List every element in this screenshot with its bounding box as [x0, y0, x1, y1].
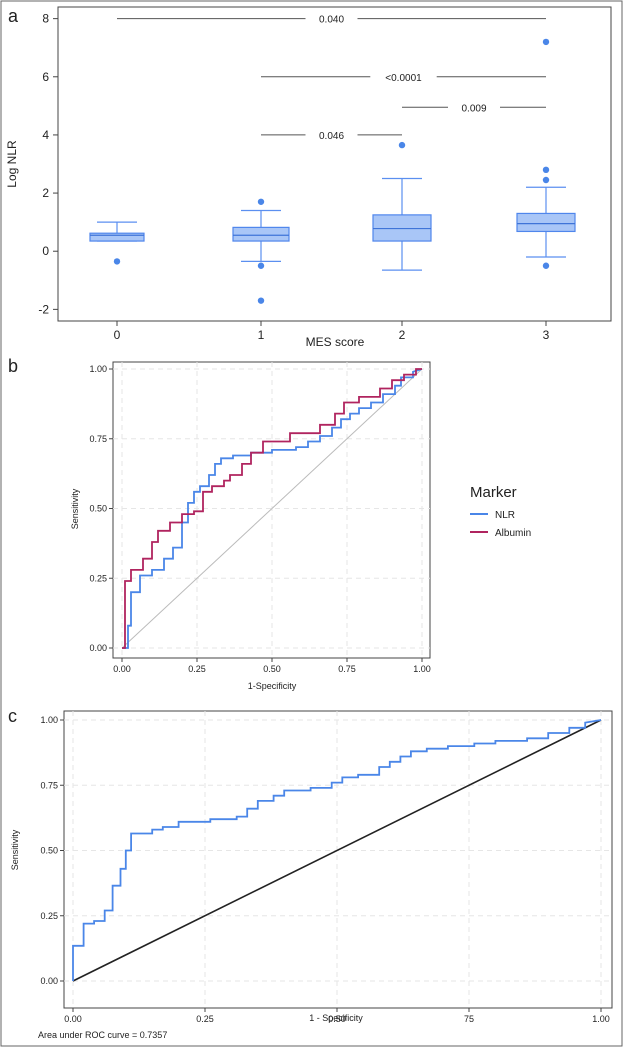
panel-a-x-tick-label: 0	[114, 328, 121, 342]
panel-a-y-tick-label: 4	[42, 128, 49, 142]
legend-label-albumin: Albumin	[495, 528, 531, 539]
box-body	[516, 212, 576, 233]
panel-a-y-tick-label: 6	[42, 70, 49, 84]
panel-b-reference-line	[121, 368, 423, 649]
b-series-albumin-line	[122, 368, 422, 649]
c-y-tick-label: 1.00	[40, 715, 58, 725]
panel-a-label: a	[8, 6, 19, 26]
panel-c-x-axis: 0.00 0.25 0.50 75 1.00	[64, 1008, 610, 1024]
panel-a-x-label: MES score	[306, 335, 365, 349]
panel-a-x-tick-label: 2	[399, 328, 406, 342]
panel-b-y-label: Sensitivity	[70, 488, 80, 529]
c-x-tick-label: 0.25	[196, 1014, 214, 1024]
panel-c-y-axis: 0.00 0.25 0.50 0.75 1.00	[40, 715, 64, 986]
b-x-tick-label: 0.00	[113, 664, 131, 674]
comparison-p-value: <0.0001	[385, 73, 422, 84]
c-x-tick-label: 0.50	[328, 1014, 346, 1024]
panel-a-plot-frame	[57, 6, 612, 322]
panel-c-y-label: Sensitivity	[10, 829, 20, 870]
panel-a-y-tick-label: -2	[38, 302, 49, 316]
panel-b-x-label: 1-Specificity	[248, 681, 297, 691]
comparison-p-value: 0.009	[461, 103, 486, 114]
box-outlier	[257, 297, 265, 304]
b-y-tick-label: 1.00	[89, 364, 107, 374]
panel-a-x-tick-label: 1	[258, 328, 265, 342]
panel-b-y-axis: 0.00 0.25 0.50 0.75 1.00	[89, 364, 113, 653]
panel-b-x-axis: 0.00 0.25 0.50 0.75 1.00	[113, 658, 431, 674]
box-outlier	[542, 262, 550, 269]
box-outlier	[542, 176, 550, 184]
box-outlier	[257, 262, 265, 269]
panel-b-series	[122, 368, 423, 649]
panel-a-y-tick-label: 2	[42, 186, 49, 200]
b-x-tick-label: 0.50	[263, 664, 281, 674]
panel-a-y-tick-label: 8	[42, 12, 49, 26]
panel-c-series	[72, 719, 602, 981]
b-y-tick-label: 0.75	[89, 434, 107, 444]
box-outlier	[542, 166, 550, 174]
panel-a-x-axis: 0 1 2 3	[114, 321, 550, 342]
c-y-tick-label: 0.00	[40, 976, 58, 986]
c-series-roc-line	[72, 719, 602, 981]
c-x-tick-label: 1.00	[592, 1014, 610, 1024]
panel-a-y-axis: -2 0 2 4 6 8	[38, 12, 58, 316]
b-x-tick-label: 0.25	[188, 664, 206, 674]
b-y-tick-label: 0.50	[89, 504, 107, 514]
panel-a-boxes	[89, 38, 576, 304]
panel-b-legend: Marker NLR Albumin	[470, 484, 531, 539]
box-outlier	[113, 258, 121, 265]
panel-b: b 0.00 0.25 0.50 0.75 1.00 0.00 0.25 0.50 0.75 1…	[8, 356, 531, 691]
panel-a-y-tick-label: 0	[42, 244, 49, 258]
b-y-tick-label: 0.00	[89, 643, 107, 653]
panel-c-reference-line	[72, 719, 602, 982]
legend-title: Marker	[470, 484, 517, 501]
comparison-p-value: 0.040	[319, 15, 344, 26]
c-y-tick-label: 0.50	[40, 846, 58, 856]
box-outlier	[542, 38, 550, 46]
panel-c-x-label: 1 - Specificity	[309, 1013, 363, 1023]
box-body	[232, 226, 290, 242]
box-outlier	[398, 141, 406, 149]
c-x-tick-label: 0.00	[64, 1014, 82, 1024]
panel-a: a Log NLR MES score -2 0 2 4 6 8 0 1 2 3 0.040 <0…	[5, 6, 612, 349]
b-x-tick-label: 0.75	[338, 664, 356, 674]
panel-a-comparisons: 0.040 <0.0001 0.009 0.046	[117, 15, 546, 142]
c-y-tick-label: 0.25	[40, 911, 58, 921]
box-body	[89, 232, 145, 242]
panel-a-y-label: Log NLR	[5, 140, 19, 188]
comparison-p-value: 0.046	[319, 131, 344, 142]
c-x-tick-label: 75	[464, 1014, 474, 1024]
panel-a-x-tick-label: 3	[543, 328, 550, 342]
panel-c-plot-frame	[63, 710, 613, 1009]
c-y-tick-label: 0.75	[40, 780, 58, 790]
b-series-nlr-line	[122, 368, 423, 649]
panel-b-grid	[113, 362, 430, 658]
legend-label-nlr: NLR	[495, 510, 515, 521]
b-y-tick-label: 0.25	[89, 573, 107, 583]
panel-c-label: c	[8, 706, 17, 726]
panel-c: c 0.00 0.25 0.50 0.75 1.00 0.00 0.25 0.50 75 1.0…	[8, 706, 613, 1040]
panel-b-label: b	[8, 356, 18, 376]
panel-c-auc-annotation: Area under ROC curve = 0.7357	[38, 1030, 167, 1040]
box-outlier	[257, 198, 265, 205]
b-x-tick-label: 1.00	[413, 664, 431, 674]
